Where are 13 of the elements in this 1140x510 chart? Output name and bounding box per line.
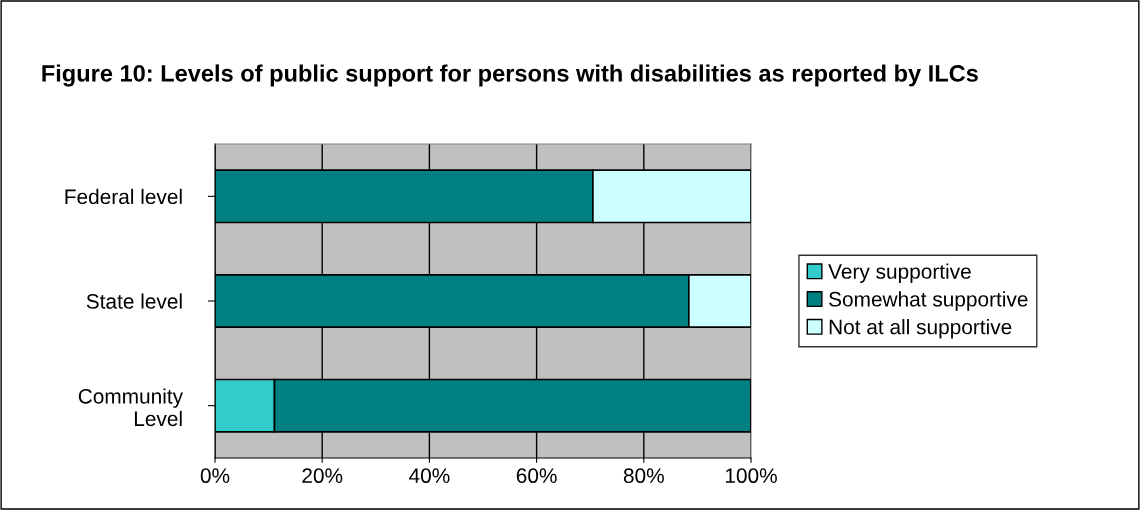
y-tick-label: Community Level	[78, 388, 184, 427]
x-tick-label: 60%	[516, 468, 557, 484]
legend-label: Not at all supportive	[829, 319, 1012, 339]
legend-label: Somewhat supportive	[829, 291, 1028, 311]
y-tick-label: Federal level	[65, 188, 182, 205]
x-tick-label: 20%	[302, 468, 343, 484]
x-tick-label: 80%	[623, 468, 664, 484]
y-tick-label: State level	[86, 293, 182, 309]
x-tick-label: 0%	[200, 468, 230, 484]
chart-title: Figure 10: Levels of public support for persons with disabilities as reported by ILCs	[42, 64, 978, 87]
legend-label: Very supportive	[828, 263, 971, 283]
x-tick-label: 100%	[725, 468, 777, 484]
x-tick-label: 40%	[409, 468, 450, 484]
